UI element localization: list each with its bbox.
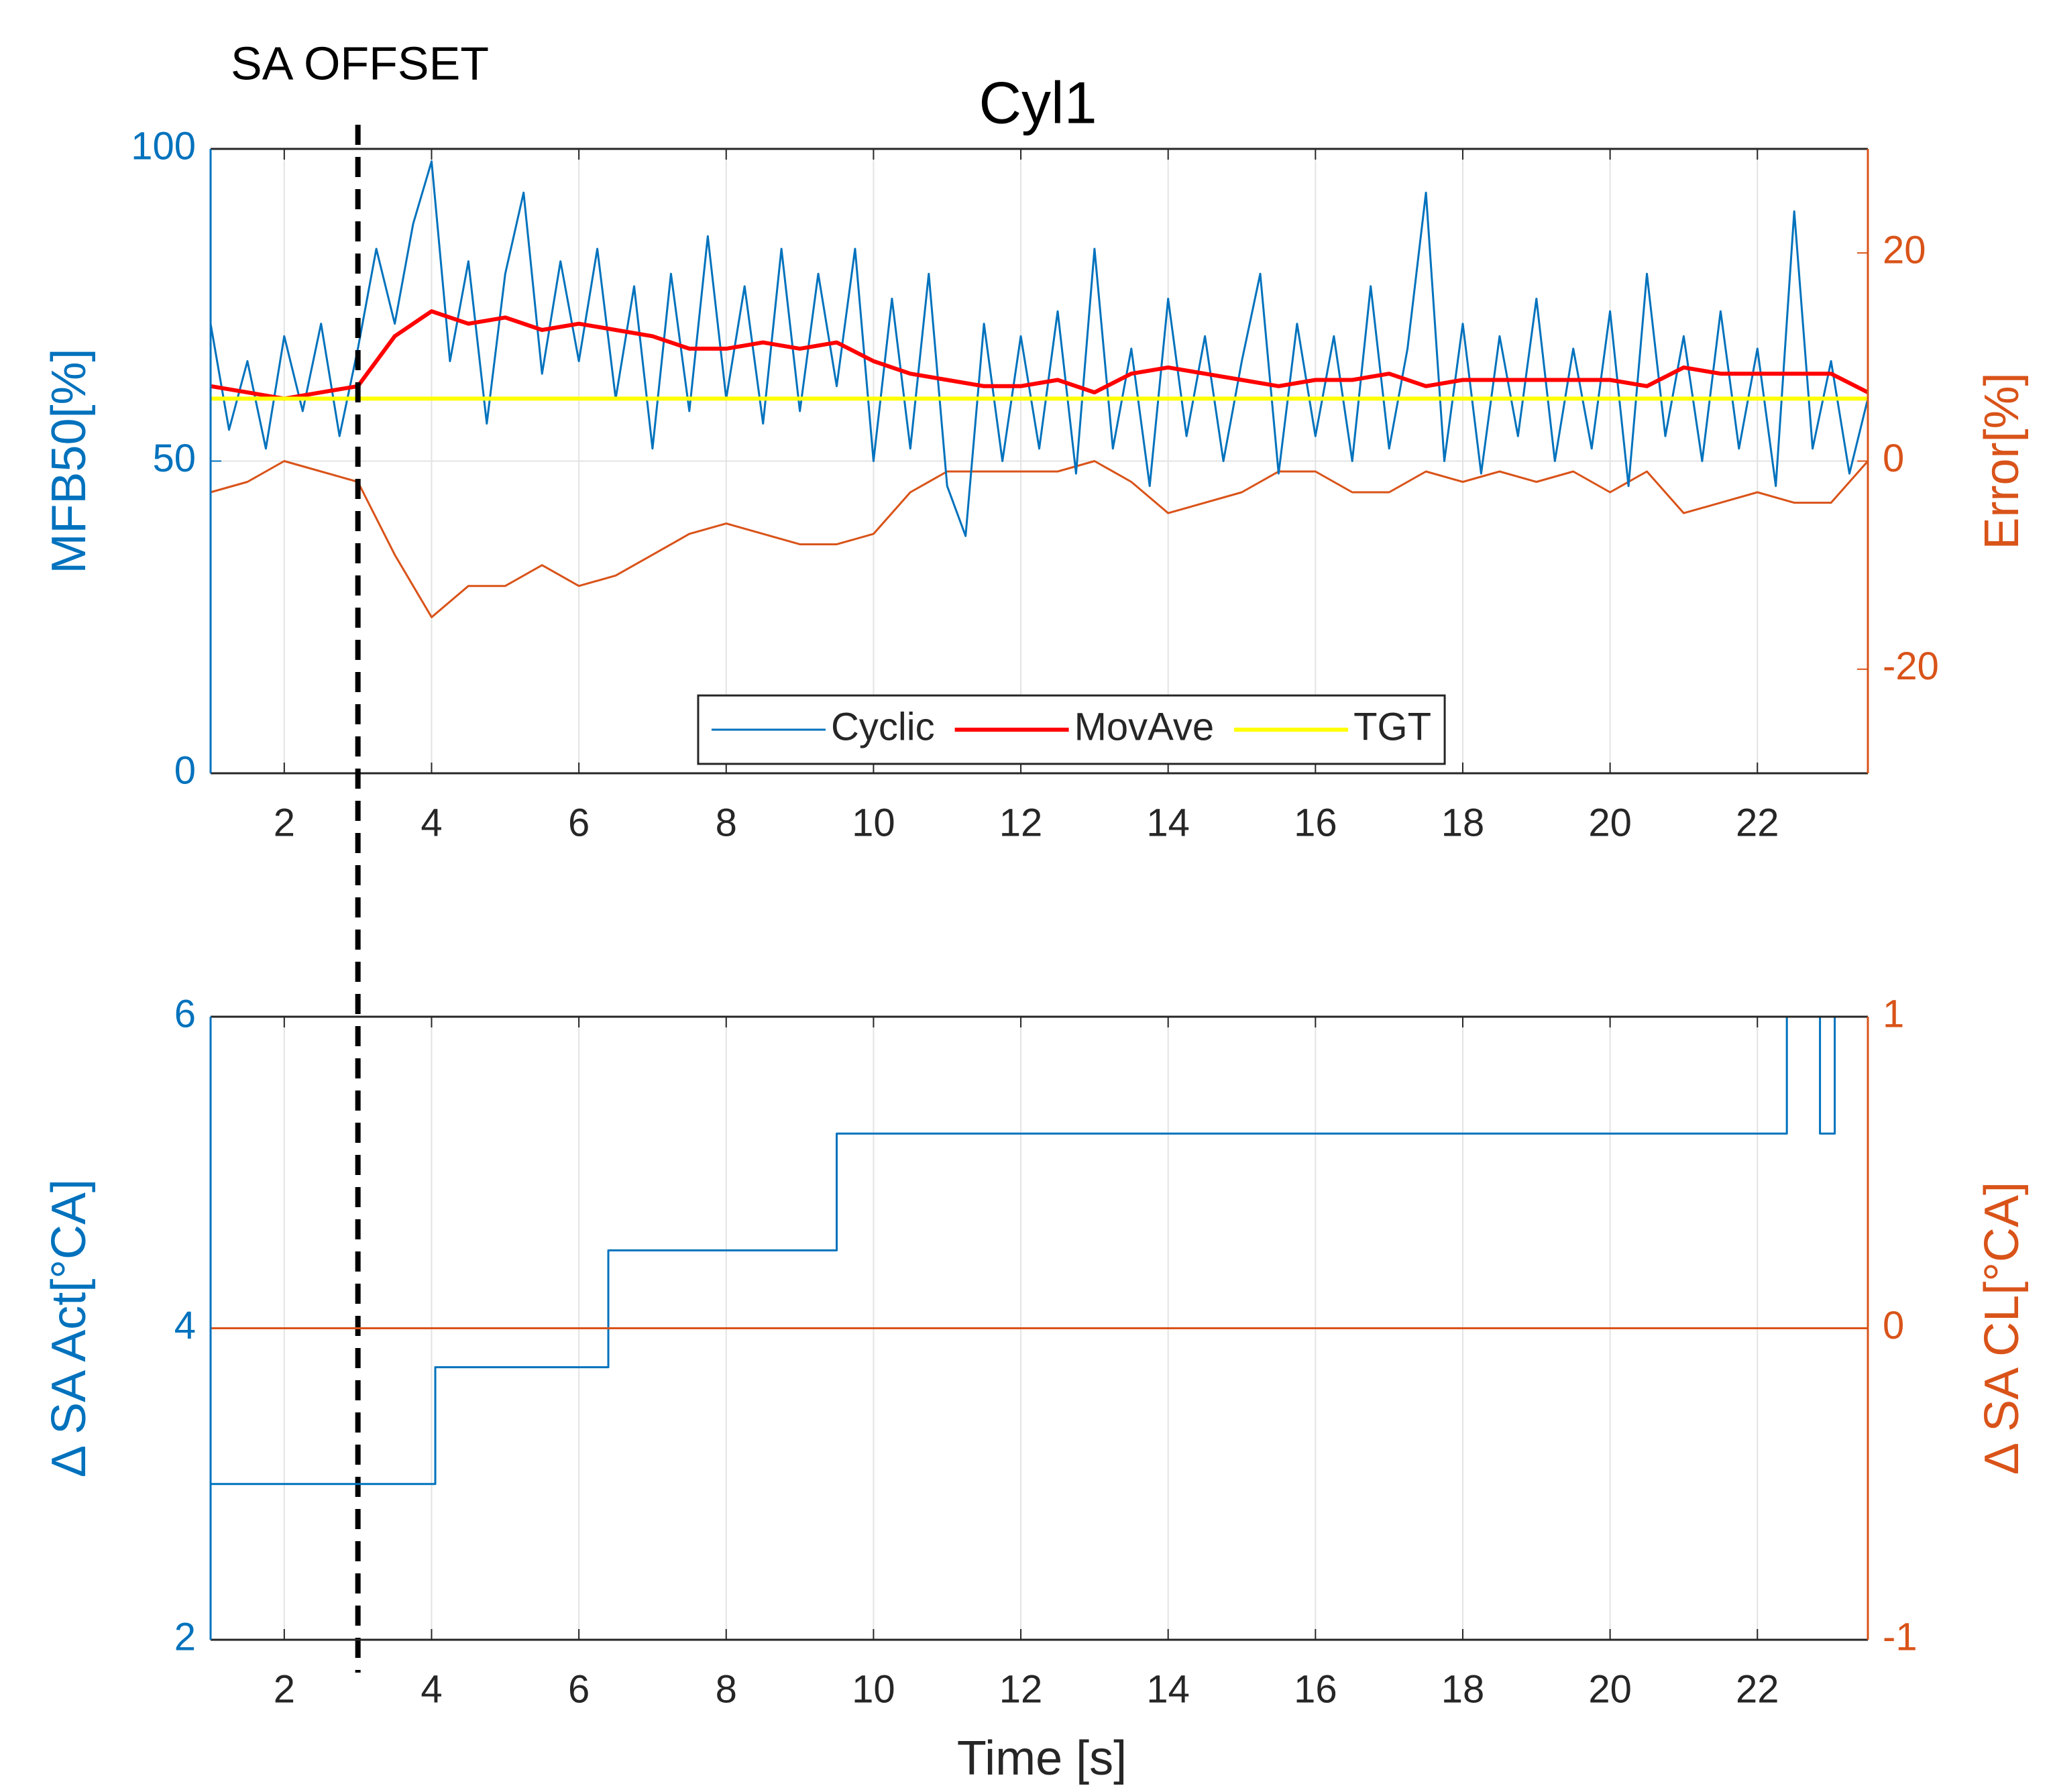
x-tick-label: 4 bbox=[421, 801, 442, 844]
series-line bbox=[210, 460, 1869, 618]
x-tick-label: 8 bbox=[716, 1667, 737, 1711]
y2-tick-label: 1 bbox=[1883, 992, 1904, 1035]
x-tick-label: 8 bbox=[716, 801, 737, 844]
x-tick-label: 4 bbox=[421, 1667, 442, 1711]
x-tick-label: 6 bbox=[568, 801, 590, 844]
y-tick-label: 50 bbox=[152, 437, 196, 480]
x-tick-label: 10 bbox=[852, 801, 895, 844]
legend-label: Cyclic bbox=[831, 705, 935, 748]
y2-tick-label: 0 bbox=[1883, 437, 1904, 480]
y-tick-label: 6 bbox=[174, 992, 196, 1035]
x-tick-label: 20 bbox=[1588, 1667, 1632, 1711]
y2-axis-label: Error[%] bbox=[1975, 372, 2029, 549]
x-tick-label: 12 bbox=[999, 1667, 1043, 1711]
x-tick-label: 18 bbox=[1441, 801, 1485, 844]
x-tick-label: 18 bbox=[1441, 1667, 1485, 1711]
x-tick-label: 20 bbox=[1588, 801, 1632, 844]
y2-axis-label: Δ SA CL[°CA] bbox=[1975, 1182, 2029, 1475]
x-tick-label: 6 bbox=[568, 1667, 590, 1711]
x-tick-label: 12 bbox=[999, 801, 1043, 844]
annotation-label: SA OFFSET bbox=[231, 37, 489, 89]
x-tick-label: 22 bbox=[1736, 801, 1779, 844]
y2-tick-label: 20 bbox=[1883, 228, 1926, 272]
y2-tick-label: -1 bbox=[1883, 1615, 1918, 1659]
x-tick-label: 16 bbox=[1294, 801, 1337, 844]
legend-label: TGT bbox=[1353, 705, 1431, 748]
y-axis-label: Δ SA Act[°CA] bbox=[42, 1179, 96, 1477]
x-axis-label: Time [s] bbox=[957, 1732, 1127, 1785]
series-line bbox=[209, 160, 1869, 537]
x-tick-label: 22 bbox=[1736, 1667, 1779, 1711]
series-line bbox=[211, 1015, 1868, 1486]
y2-tick-label: 0 bbox=[1883, 1304, 1904, 1347]
y-tick-label: 4 bbox=[174, 1304, 196, 1347]
y-tick-label: 2 bbox=[174, 1615, 196, 1659]
x-tick-label: 16 bbox=[1294, 1667, 1337, 1711]
x-tick-label: 14 bbox=[1146, 1667, 1190, 1711]
chart-title: Cyl1 bbox=[979, 69, 1097, 135]
series-line bbox=[210, 309, 1869, 401]
x-tick-label: 2 bbox=[274, 1667, 295, 1711]
x-tick-label: 10 bbox=[852, 1667, 895, 1711]
legend-label: MovAve bbox=[1074, 705, 1214, 748]
y-axis-label: MFB50[%] bbox=[42, 348, 96, 573]
x-tick-label: 14 bbox=[1146, 801, 1190, 844]
y2-tick-label: -20 bbox=[1883, 645, 1939, 688]
x-tick-label: 2 bbox=[274, 801, 295, 844]
y-tick-label: 0 bbox=[174, 748, 196, 792]
legend: Cyclic MovAve TGT bbox=[697, 694, 1446, 765]
y-tick-label: 100 bbox=[131, 124, 196, 168]
